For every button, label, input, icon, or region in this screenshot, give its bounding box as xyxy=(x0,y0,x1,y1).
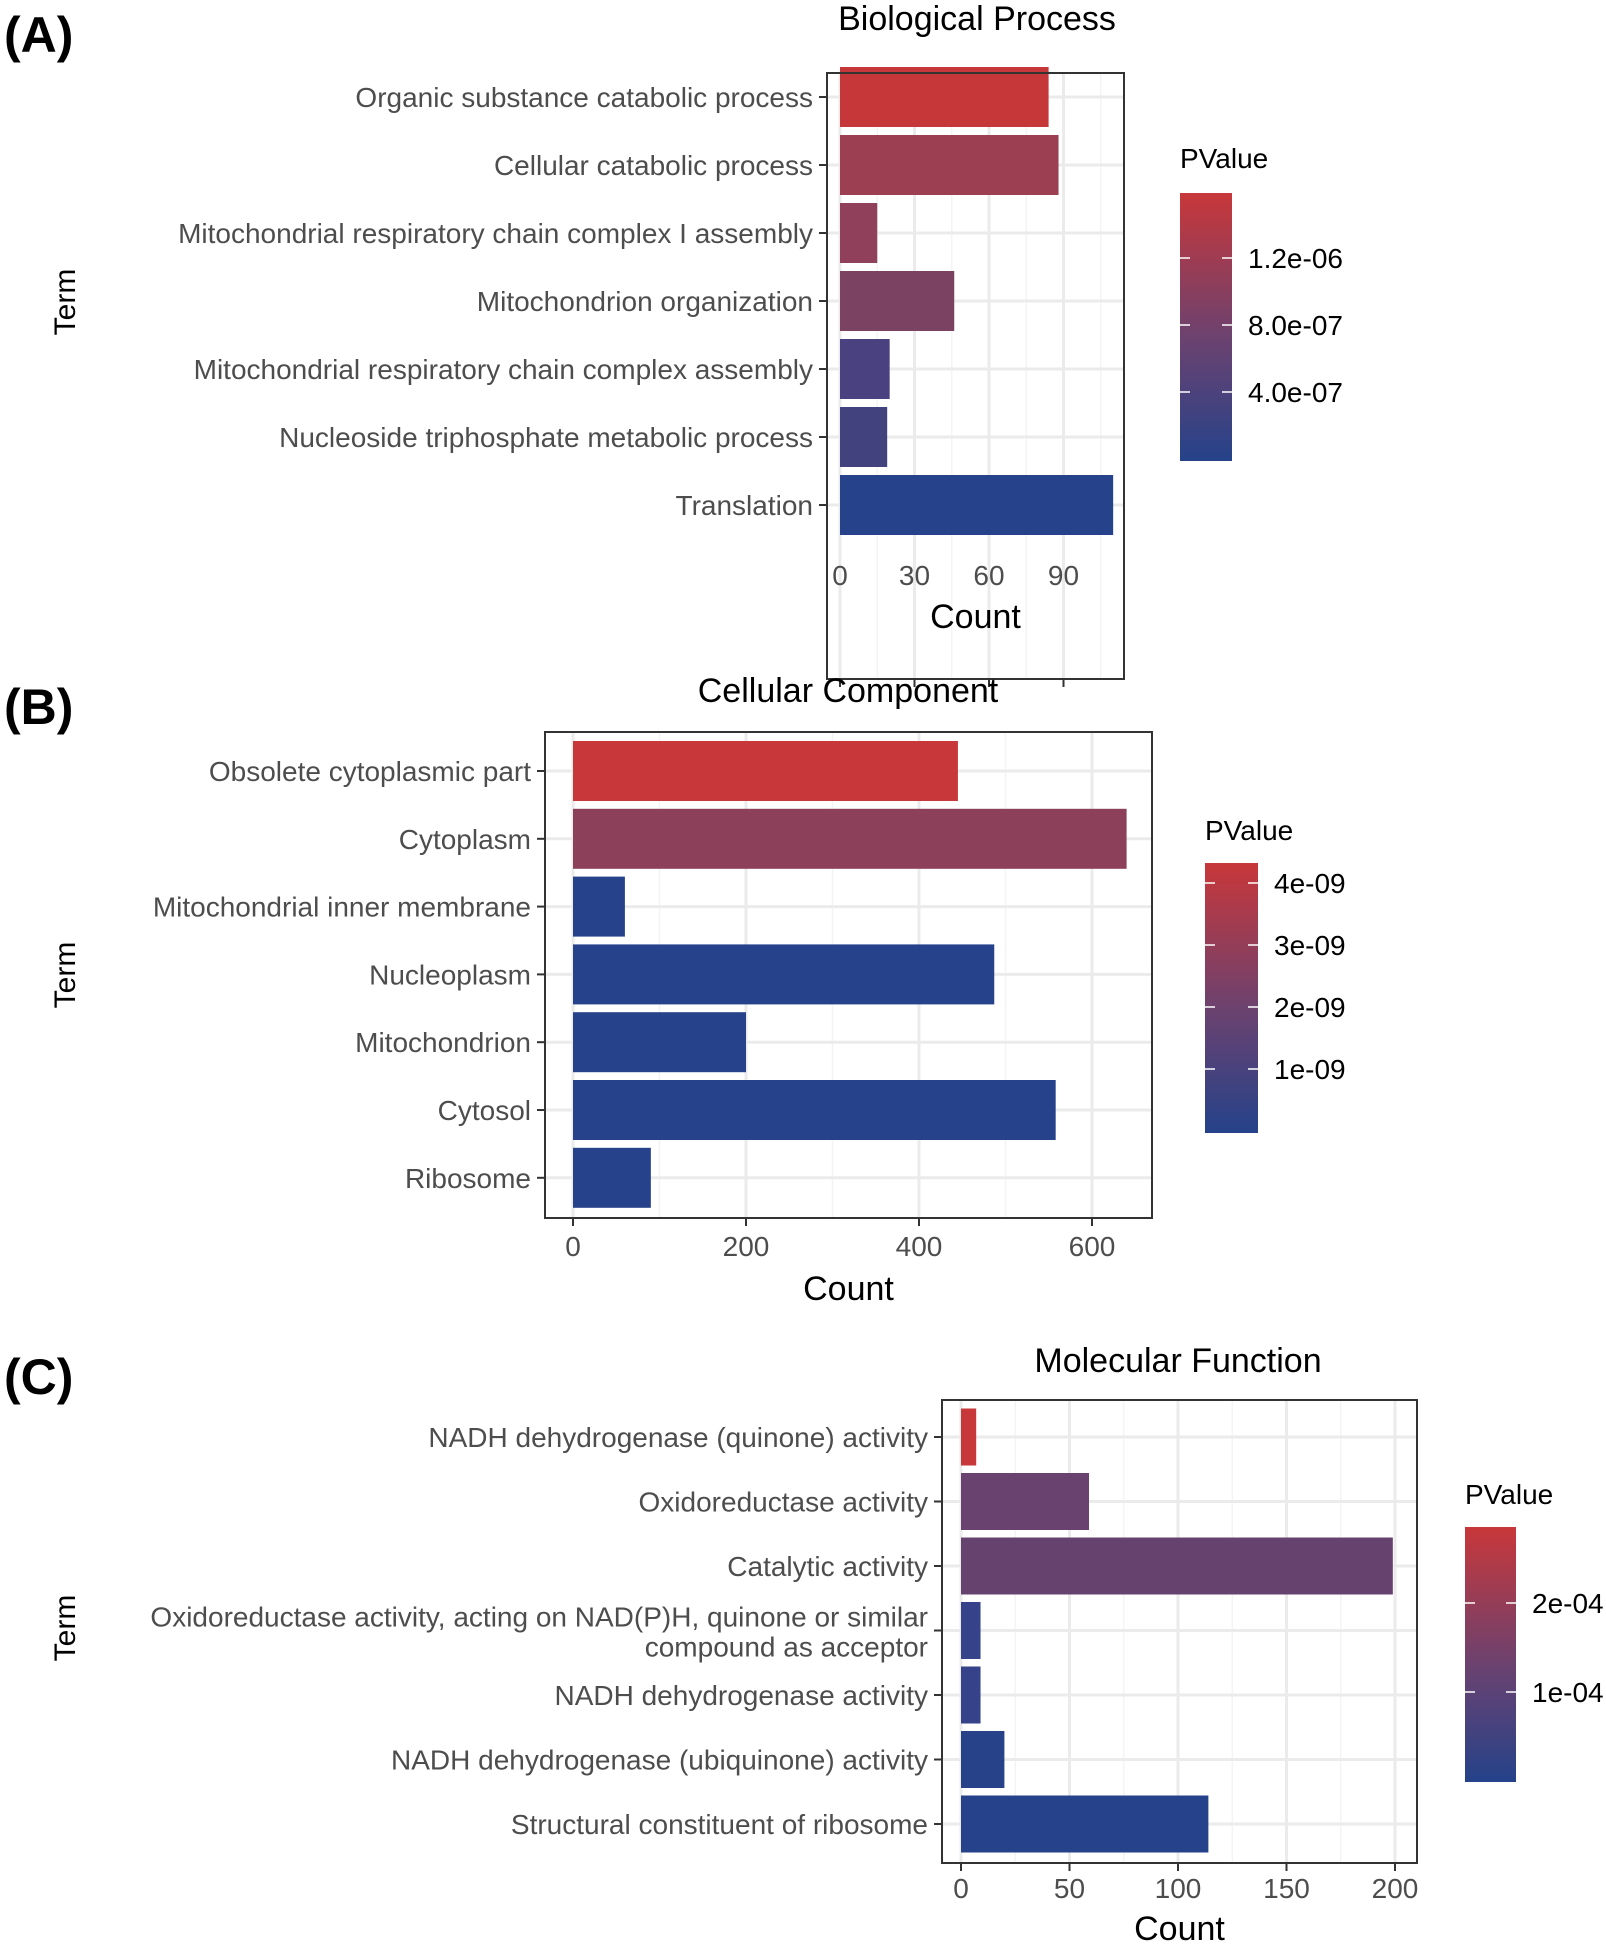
bar xyxy=(840,271,955,331)
legend-tick-label: 4.0e-07 xyxy=(1248,377,1343,408)
category-label: Mitochondrion xyxy=(355,1027,531,1058)
legend-tick-label: 2e-04 xyxy=(1532,1588,1604,1619)
legend-title: PValue xyxy=(1180,143,1268,174)
y-axis-label: Term xyxy=(49,1595,82,1662)
legend-colorbar xyxy=(1180,193,1232,461)
bar xyxy=(573,1147,651,1208)
chart-panel-2: (C) Molecular Function Term 0 50 100 150 200 NAD… xyxy=(4,1342,1604,1946)
pvalue-legend: PValue 4e-09 3e-09 2e-09 1e-09 xyxy=(1205,815,1346,1133)
bar xyxy=(840,203,878,263)
x-tick-label: 200 xyxy=(1372,1873,1419,1904)
chart-panel-1: (B) Cellular Component Term 0 200 400 600 Obsol… xyxy=(4,672,1346,1308)
legend-tick-label: 1.2e-06 xyxy=(1248,243,1343,274)
category-label: Cytosol xyxy=(438,1095,531,1126)
bar xyxy=(961,1473,1090,1530)
category-label: Mitochondrial inner membrane xyxy=(153,892,531,923)
category-label: Structural constituent of ribosome xyxy=(511,1809,928,1840)
x-tick-label: 100 xyxy=(1155,1873,1202,1904)
category-label: Ribosome xyxy=(405,1163,531,1194)
category-label: Translation xyxy=(676,490,813,521)
bar xyxy=(961,1537,1393,1595)
bar xyxy=(573,944,995,1005)
x-tick-label: 0 xyxy=(565,1231,581,1262)
bar xyxy=(961,1731,1005,1788)
chart-title: Cellular Component xyxy=(698,672,999,710)
legend-tick-label: 1e-04 xyxy=(1532,1677,1604,1708)
bar xyxy=(573,1012,746,1073)
y-axis-label: Term xyxy=(49,942,82,1009)
chart-title: Molecular Function xyxy=(1034,1342,1321,1380)
bar xyxy=(573,876,625,937)
panel-label: (B) xyxy=(4,679,73,735)
plot-border xyxy=(544,731,1153,1219)
chart-title: Biological Process xyxy=(838,0,1116,38)
legend-tick-label: 3e-09 xyxy=(1274,930,1346,961)
x-tick-label: 200 xyxy=(723,1231,770,1262)
bar xyxy=(573,1080,1056,1140)
bar xyxy=(840,407,888,467)
legend-tick-label: 4e-09 xyxy=(1274,868,1346,899)
category-label: NADH dehydrogenase (ubiquinone) activity xyxy=(391,1745,928,1776)
plot-border xyxy=(826,72,1125,680)
category-label: NADH dehydrogenase (quinone) activity xyxy=(428,1422,928,1453)
category-label: Mitochondrion organization xyxy=(477,286,813,317)
category-label: Cytoplasm xyxy=(399,824,531,855)
bar xyxy=(961,1666,981,1724)
chart-panel-0: (A) Biological Process Term 0 30 60 90 Organic … xyxy=(4,0,1343,687)
x-axis-label: Count xyxy=(1134,1910,1225,1946)
legend-tick-label: 1e-09 xyxy=(1274,1054,1346,1085)
category-label: Oxidoreductase activity xyxy=(639,1487,928,1518)
bar xyxy=(573,808,1127,869)
plot-border xyxy=(941,1399,1418,1864)
category-label: Mitochondrial respiratory chain complex … xyxy=(194,354,813,385)
y-axis-label: Term xyxy=(49,269,82,336)
category-label: Nucleoplasm xyxy=(369,959,531,990)
bar xyxy=(961,1408,977,1466)
x-tick-label: 30 xyxy=(899,560,930,591)
bar xyxy=(840,475,1114,535)
legend-tick-label: 2e-09 xyxy=(1274,992,1346,1023)
legend-title: PValue xyxy=(1205,815,1293,846)
bar xyxy=(961,1602,981,1659)
legend-tick-label: 8.0e-07 xyxy=(1248,310,1343,341)
pvalue-legend: PValue 1.2e-06 8.0e-07 4.0e-07 xyxy=(1180,143,1343,461)
bar xyxy=(573,741,958,801)
legend-colorbar xyxy=(1465,1527,1516,1782)
panel-label: (C) xyxy=(4,1349,73,1405)
bar xyxy=(840,67,1049,127)
category-label: Obsolete cytoplasmic part xyxy=(209,756,531,787)
x-tick-label: 50 xyxy=(1054,1873,1085,1904)
bar xyxy=(840,339,890,399)
legend-colorbar xyxy=(1205,863,1258,1133)
x-tick-label: 0 xyxy=(953,1873,969,1904)
bar xyxy=(840,135,1059,195)
category-label: Cellular catabolic process xyxy=(494,150,813,181)
x-tick-label: 90 xyxy=(1048,560,1079,591)
category-label: Nucleoside triphosphate metabolic proces… xyxy=(279,422,813,453)
panel-label: (A) xyxy=(4,7,73,63)
legend-title: PValue xyxy=(1465,1479,1553,1510)
pvalue-legend: PValue 2e-04 1e-04 xyxy=(1465,1479,1604,1782)
x-axis-label: Count xyxy=(803,1270,894,1308)
x-tick-label: 60 xyxy=(973,560,1004,591)
x-tick-label: 600 xyxy=(1069,1231,1116,1262)
category-label: Mitochondrial respiratory chain complex … xyxy=(178,218,813,249)
bar xyxy=(961,1795,1209,1853)
category-label: Catalytic activity xyxy=(727,1551,928,1582)
x-tick-label: 0 xyxy=(832,560,848,591)
category-label: Oxidoreductase activity, acting on NAD(P… xyxy=(150,1602,928,1663)
category-label: NADH dehydrogenase activity xyxy=(554,1680,928,1711)
x-tick-label: 400 xyxy=(896,1231,943,1262)
x-tick-label: 150 xyxy=(1263,1873,1310,1904)
category-label: Organic substance catabolic process xyxy=(355,82,813,113)
x-axis-label: Count xyxy=(930,598,1021,636)
